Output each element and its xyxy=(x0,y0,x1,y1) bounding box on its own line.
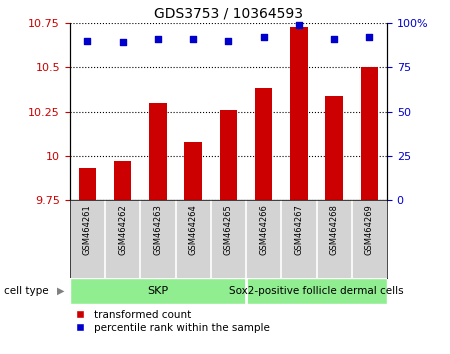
Point xyxy=(119,40,126,45)
Point xyxy=(84,38,91,44)
Bar xyxy=(220,110,237,200)
Bar xyxy=(70,278,246,304)
Bar xyxy=(184,142,202,200)
Text: GSM464266: GSM464266 xyxy=(259,204,268,255)
Bar xyxy=(114,161,131,200)
Point xyxy=(225,38,232,44)
Text: SKP: SKP xyxy=(147,286,168,296)
Text: GSM464262: GSM464262 xyxy=(118,204,127,255)
Bar xyxy=(149,103,166,200)
Bar xyxy=(290,27,308,200)
Point xyxy=(154,36,162,42)
Text: Sox2-positive follicle dermal cells: Sox2-positive follicle dermal cells xyxy=(229,286,404,296)
Point xyxy=(189,36,197,42)
Text: GSM464261: GSM464261 xyxy=(83,204,92,255)
Bar xyxy=(79,168,96,200)
Bar xyxy=(325,96,343,200)
Text: cell type: cell type xyxy=(4,286,49,296)
Text: GSM464268: GSM464268 xyxy=(329,204,338,255)
Legend: transformed count, percentile rank within the sample: transformed count, percentile rank withi… xyxy=(69,310,270,333)
Point xyxy=(366,34,373,40)
Text: GSM464263: GSM464263 xyxy=(153,204,162,255)
Title: GDS3753 / 10364593: GDS3753 / 10364593 xyxy=(154,6,303,21)
Text: GSM464267: GSM464267 xyxy=(294,204,303,255)
Point xyxy=(295,22,302,28)
Text: GSM464269: GSM464269 xyxy=(365,204,374,255)
Bar xyxy=(255,88,272,200)
Text: ▶: ▶ xyxy=(57,286,64,296)
Bar xyxy=(246,278,387,304)
Point xyxy=(260,34,267,40)
Point xyxy=(330,36,338,42)
Text: GSM464264: GSM464264 xyxy=(189,204,198,255)
Bar xyxy=(360,67,378,200)
Text: GSM464265: GSM464265 xyxy=(224,204,233,255)
